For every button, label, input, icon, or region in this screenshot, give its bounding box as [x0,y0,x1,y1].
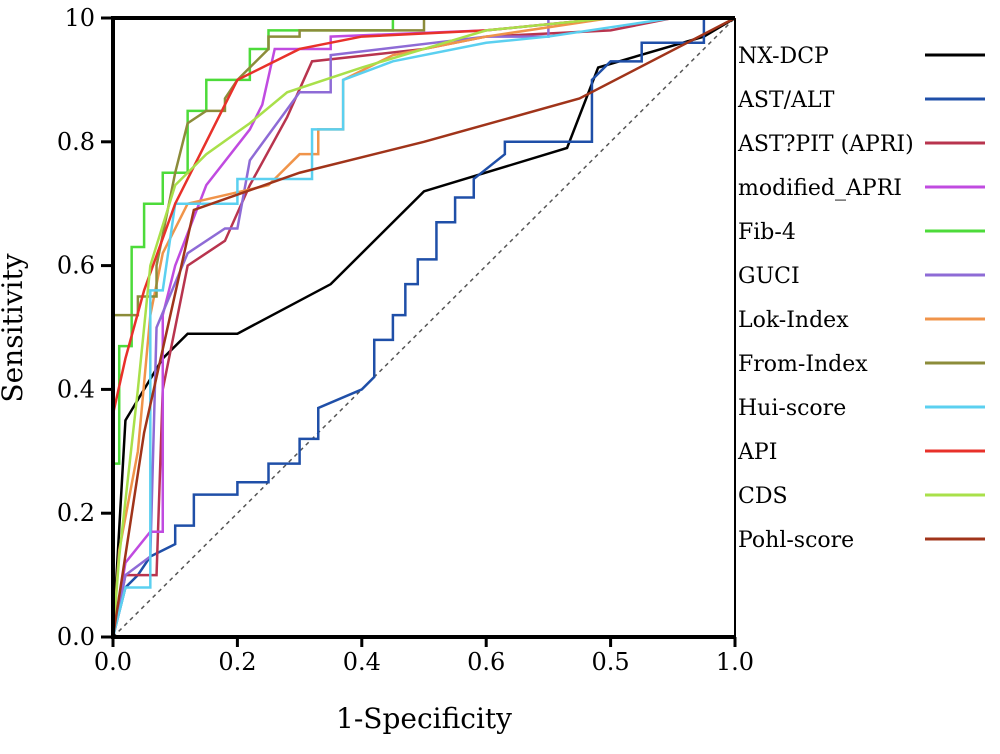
y-tick-label: 0.0 [57,623,95,651]
reference-line [112,17,736,638]
legend-label: API [737,440,777,465]
x-tick-label: 0.5 [592,648,630,676]
x-axis-label: 1-Specificity [336,702,512,735]
roc-curve [111,16,735,638]
roc-curve [111,16,736,638]
y-tick-label: 0.2 [57,499,95,527]
legend-label: Hui-score [738,396,846,421]
x-tick-label: 0.2 [218,648,256,676]
legend-label: Fib-4 [738,220,796,245]
legend-label: Pohl-score [738,528,854,553]
x-tick-label: 0.0 [94,648,132,676]
legend-label: NX-DCP [738,44,829,69]
y-axis-label: Sensitivity [0,253,29,402]
x-tick-label: 1.0 [716,648,754,676]
legend-label: AST?PIT (APRI) [737,132,914,157]
y-tick-label: 0.8 [57,128,95,156]
y-tick-label: 0.4 [57,375,95,403]
x-tick-label: 0.4 [343,648,381,676]
roc-curve [111,16,735,638]
legend-label: From-Index [738,352,868,377]
roc-curve [111,16,735,638]
y-tick-label: 0.6 [57,252,95,280]
x-tick-label: 0.6 [467,648,505,676]
roc-curve [111,16,735,638]
legend-label: AST/ALT [737,88,835,113]
roc-curve [111,16,735,638]
legend-label: modified_APRI [738,176,902,201]
y-tick-label: 10 [64,4,95,32]
legend-label: GUCI [738,264,800,289]
legend-label: CDS [738,484,788,509]
legend-label: Lok-Index [738,308,849,333]
